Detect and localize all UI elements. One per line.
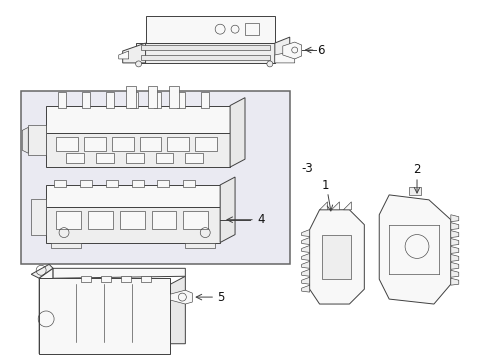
- Circle shape: [405, 235, 429, 258]
- Polygon shape: [302, 253, 310, 260]
- Polygon shape: [451, 215, 459, 222]
- Polygon shape: [451, 247, 459, 253]
- Bar: [185, 153, 203, 163]
- Polygon shape: [147, 86, 157, 108]
- Bar: [132, 180, 144, 187]
- Bar: [84, 137, 106, 151]
- Polygon shape: [302, 230, 310, 237]
- Polygon shape: [146, 16, 275, 43]
- Text: -3: -3: [302, 162, 314, 175]
- Polygon shape: [39, 268, 53, 354]
- Bar: [185, 243, 215, 248]
- Polygon shape: [220, 177, 235, 243]
- Bar: [21, 91, 290, 264]
- Polygon shape: [53, 268, 185, 278]
- Bar: [125, 153, 144, 163]
- Polygon shape: [451, 255, 459, 261]
- Polygon shape: [58, 92, 66, 108]
- Polygon shape: [302, 269, 310, 276]
- Bar: [151, 211, 176, 229]
- Bar: [141, 55, 270, 60]
- Polygon shape: [451, 278, 459, 285]
- Polygon shape: [283, 42, 302, 59]
- Polygon shape: [170, 86, 179, 108]
- Polygon shape: [136, 43, 275, 63]
- Text: 5: 5: [217, 291, 224, 303]
- Bar: [88, 211, 113, 229]
- Bar: [54, 180, 66, 187]
- Bar: [141, 276, 150, 282]
- Polygon shape: [46, 185, 220, 207]
- Polygon shape: [332, 202, 340, 210]
- Polygon shape: [302, 246, 310, 252]
- Bar: [196, 137, 217, 151]
- Bar: [56, 211, 81, 229]
- Polygon shape: [409, 187, 421, 195]
- Bar: [96, 153, 114, 163]
- Polygon shape: [177, 92, 185, 108]
- Circle shape: [267, 61, 273, 67]
- Bar: [155, 153, 173, 163]
- Polygon shape: [46, 207, 220, 243]
- Polygon shape: [31, 264, 53, 278]
- Text: 1: 1: [321, 179, 329, 193]
- Polygon shape: [302, 277, 310, 284]
- Polygon shape: [321, 235, 351, 279]
- Bar: [121, 276, 131, 282]
- Polygon shape: [106, 92, 114, 108]
- Polygon shape: [451, 223, 459, 230]
- Bar: [81, 276, 91, 282]
- Polygon shape: [379, 195, 451, 304]
- Bar: [80, 180, 92, 187]
- Polygon shape: [302, 238, 310, 244]
- Text: 6: 6: [318, 44, 325, 57]
- Polygon shape: [275, 51, 294, 63]
- Polygon shape: [153, 92, 162, 108]
- Bar: [66, 153, 84, 163]
- Text: 2: 2: [413, 163, 420, 176]
- Polygon shape: [319, 202, 327, 210]
- Bar: [168, 137, 189, 151]
- Polygon shape: [302, 261, 310, 268]
- Bar: [141, 45, 270, 50]
- Bar: [56, 137, 78, 151]
- Bar: [112, 137, 134, 151]
- Polygon shape: [451, 231, 459, 238]
- Bar: [106, 180, 118, 187]
- Polygon shape: [122, 43, 146, 63]
- Polygon shape: [82, 92, 90, 108]
- Polygon shape: [119, 51, 129, 59]
- Polygon shape: [451, 239, 459, 246]
- Polygon shape: [343, 202, 351, 210]
- Bar: [51, 243, 81, 248]
- Bar: [183, 211, 208, 229]
- Bar: [245, 23, 259, 35]
- Polygon shape: [39, 278, 171, 354]
- Bar: [140, 137, 162, 151]
- Polygon shape: [130, 92, 138, 108]
- Polygon shape: [28, 125, 46, 155]
- Polygon shape: [171, 290, 192, 304]
- Polygon shape: [46, 133, 230, 167]
- Bar: [157, 180, 170, 187]
- Polygon shape: [22, 127, 28, 153]
- Polygon shape: [230, 98, 245, 167]
- Circle shape: [136, 61, 142, 67]
- Polygon shape: [275, 37, 290, 63]
- Text: 4: 4: [257, 213, 265, 226]
- Polygon shape: [46, 105, 230, 133]
- Bar: [183, 180, 196, 187]
- Bar: [120, 211, 145, 229]
- Polygon shape: [171, 276, 185, 344]
- Bar: [101, 276, 111, 282]
- Polygon shape: [451, 270, 459, 277]
- Polygon shape: [451, 262, 459, 269]
- Polygon shape: [310, 210, 365, 304]
- Polygon shape: [39, 344, 171, 354]
- Polygon shape: [31, 199, 46, 235]
- Polygon shape: [201, 92, 209, 108]
- Polygon shape: [302, 285, 310, 292]
- Polygon shape: [125, 86, 136, 108]
